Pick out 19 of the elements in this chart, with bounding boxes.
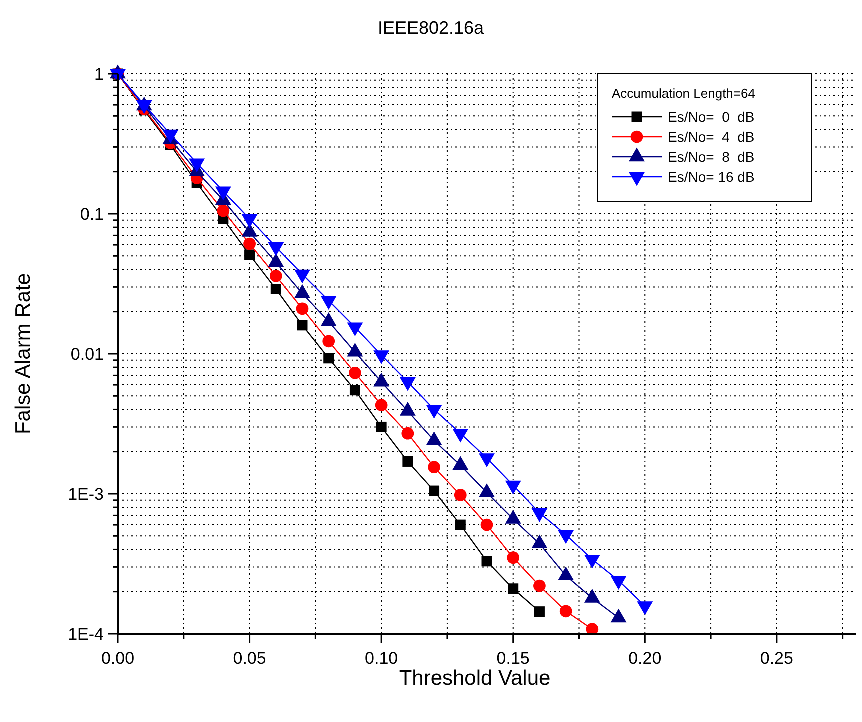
y-tick-label: 0.1 xyxy=(80,205,104,224)
x-tick-label: 0.00 xyxy=(101,649,135,668)
x-axis-title: Threshold Value xyxy=(399,667,551,690)
y-tick-label: 1 xyxy=(94,65,104,84)
legend-title: Accumulation Length=64 xyxy=(612,86,756,101)
chart-title: IEEE802.16a xyxy=(378,18,486,38)
x-tick-label: 0.10 xyxy=(365,649,398,668)
y-axis-title: False Alarm Rate xyxy=(12,273,35,435)
legend-label: Es/No= 4 dB xyxy=(668,129,755,145)
legend-label: Es/No= 16 dB xyxy=(668,169,755,185)
y-tick-label: 0.01 xyxy=(70,345,104,364)
legend-label: Es/No= 8 dB xyxy=(668,149,755,165)
x-tick-label: 0.05 xyxy=(233,649,266,668)
x-tick-label: 0.15 xyxy=(496,649,530,668)
y-tick-label: 1E-4 xyxy=(68,625,104,644)
y-tick-label: 1E-3 xyxy=(68,485,104,504)
x-tick-label: 0.25 xyxy=(760,649,794,668)
legend-label: Es/No= 0 dB xyxy=(668,109,755,125)
x-tick-label: 0.20 xyxy=(628,649,662,668)
